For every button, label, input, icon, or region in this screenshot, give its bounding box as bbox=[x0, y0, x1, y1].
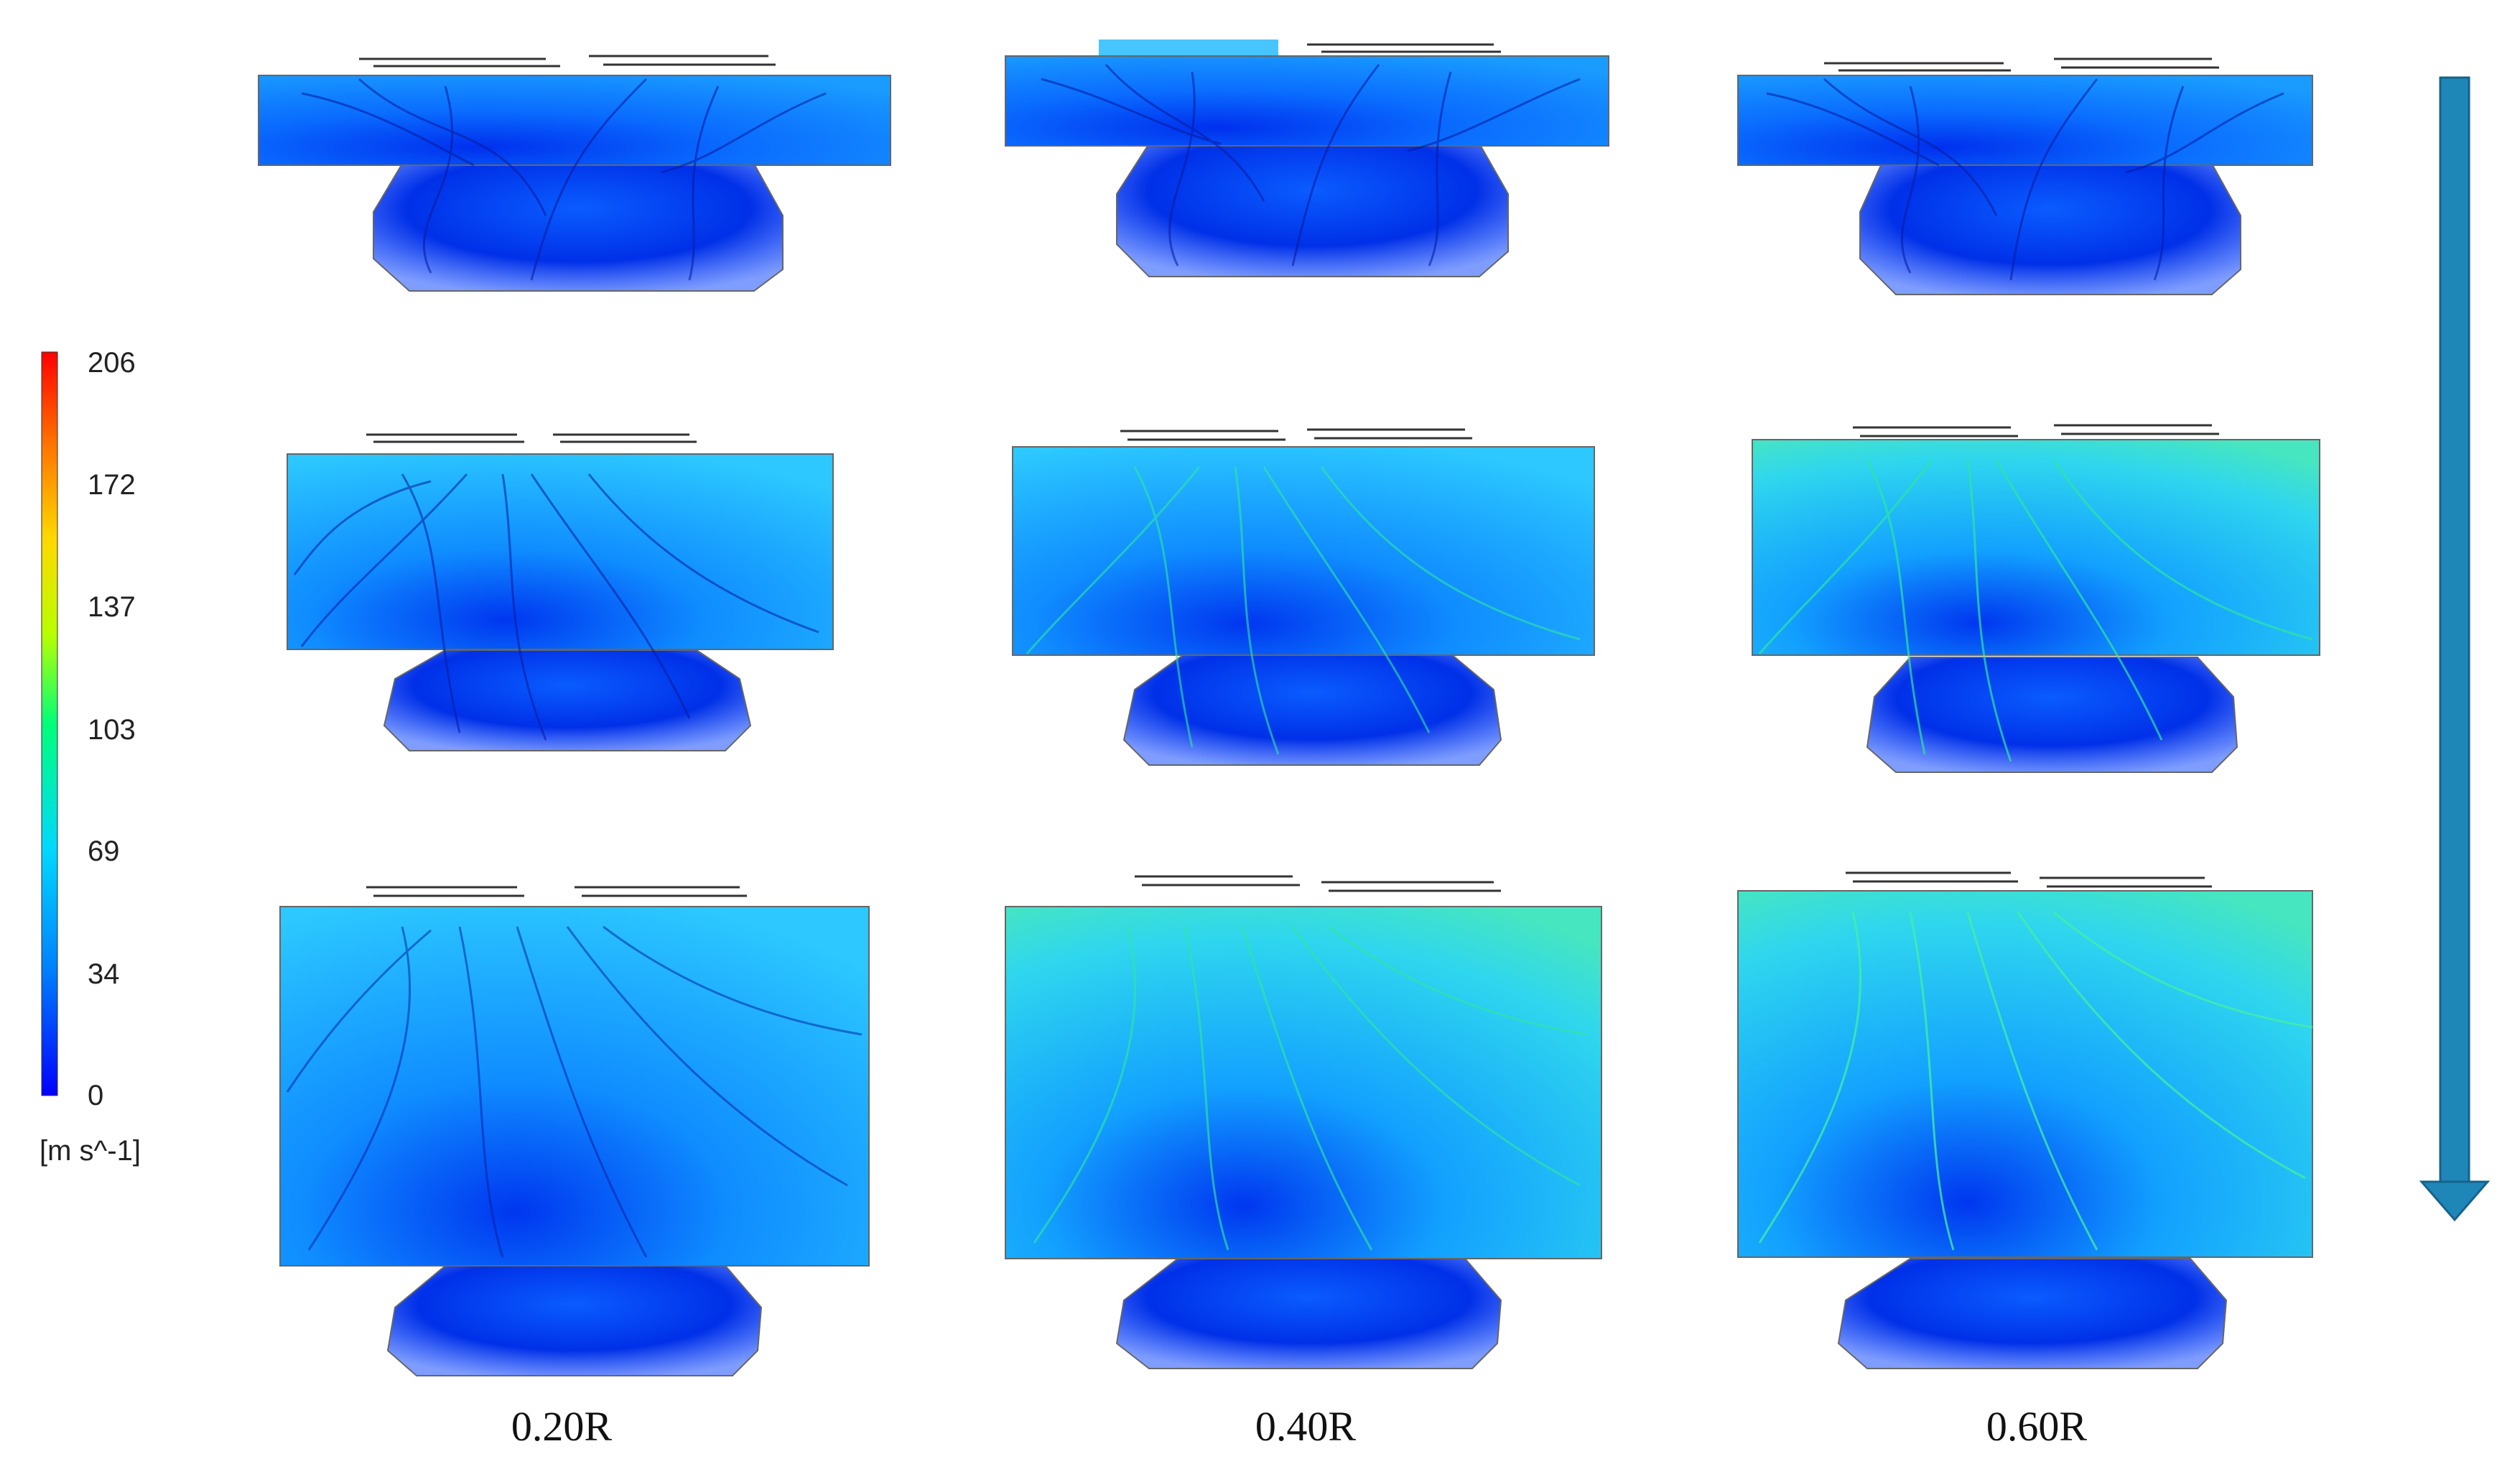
flow-panel bbox=[1005, 40, 1609, 277]
lower-chamber bbox=[1115, 1258, 1502, 1369]
down-arrow-icon bbox=[2419, 76, 2491, 1222]
colorbar-tick: 0 bbox=[88, 1080, 103, 1111]
upper-chamber bbox=[1752, 439, 2320, 656]
lower-chamber bbox=[1866, 657, 2238, 773]
flow-panel bbox=[1012, 428, 1595, 766]
upper-chamber bbox=[1737, 75, 2313, 166]
upper-chamber bbox=[258, 75, 891, 166]
lower-chamber bbox=[373, 163, 784, 292]
colorbar-tick: 206 bbox=[88, 347, 136, 379]
colorbar-tick: 172 bbox=[88, 469, 136, 501]
upper-chamber bbox=[1737, 890, 2313, 1258]
lower-chamber bbox=[1837, 1258, 2228, 1369]
upper-chamber bbox=[1012, 446, 1595, 656]
lower-chamber bbox=[1116, 143, 1509, 277]
upper-chamber bbox=[279, 906, 870, 1267]
upper-chamber bbox=[1005, 55, 1609, 147]
colorbar-tick: 34 bbox=[88, 958, 120, 990]
colorbar-unit: [m s^-1] bbox=[39, 1135, 141, 1167]
column-label: 0.20R bbox=[511, 1403, 613, 1450]
upper-chamber bbox=[287, 453, 834, 650]
column-label: 0.60R bbox=[1986, 1403, 2088, 1450]
flow-panel bbox=[1737, 871, 2313, 1369]
flow-panel bbox=[1005, 875, 1602, 1369]
flow-panel bbox=[279, 886, 870, 1376]
flow-panel bbox=[1752, 424, 2320, 773]
flow-panel bbox=[1737, 57, 2313, 295]
lower-chamber bbox=[1122, 653, 1502, 766]
lower-chamber bbox=[1859, 163, 2241, 295]
column-label: 0.40R bbox=[1255, 1403, 1357, 1450]
colorbar-tick: 69 bbox=[88, 835, 120, 867]
colorbar-tick: 137 bbox=[88, 591, 136, 623]
colorbar: 206 172 137 103 69 34 0 [m s^-1] bbox=[39, 347, 141, 1167]
flow-panel bbox=[287, 433, 834, 751]
colorbar-scale bbox=[41, 351, 58, 1096]
lower-chamber bbox=[383, 649, 752, 751]
flow-panel bbox=[258, 55, 891, 292]
upper-chamber bbox=[1005, 906, 1602, 1259]
colorbar-tick: 103 bbox=[88, 714, 136, 746]
lower-chamber bbox=[386, 1265, 763, 1376]
